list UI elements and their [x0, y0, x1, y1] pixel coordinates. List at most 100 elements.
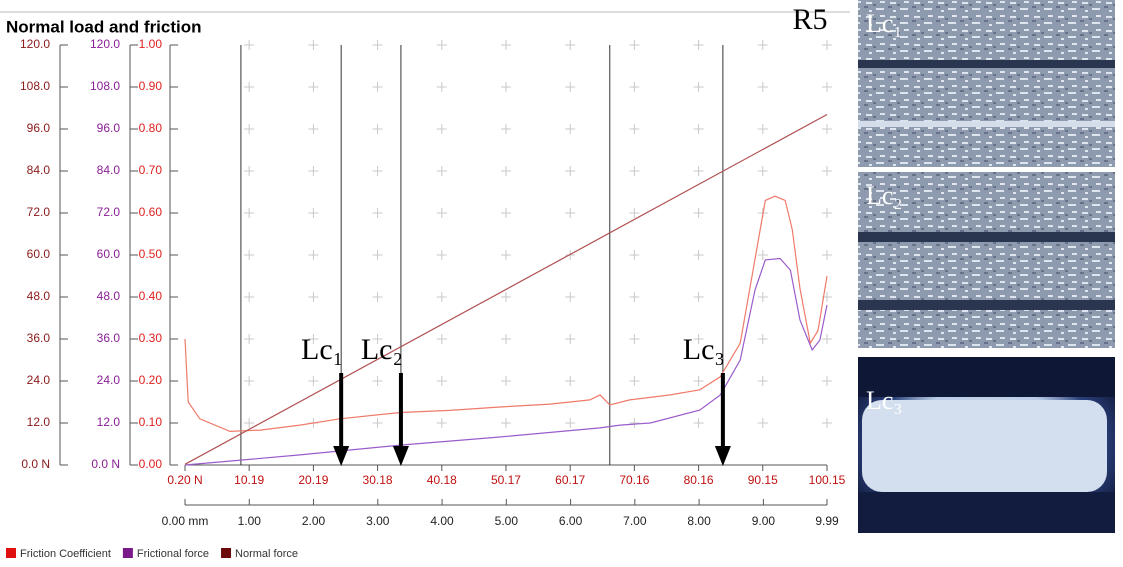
- grid-cross: [244, 292, 255, 302]
- scratch-track: [858, 232, 1115, 242]
- micrograph-1: [858, 0, 1115, 167]
- grid-cross: [565, 124, 576, 134]
- x-tick-label: 0.00 mm: [162, 514, 209, 528]
- grid-cross: [693, 292, 704, 302]
- y-tick-label: 0.60: [139, 205, 163, 219]
- scratch-track: [858, 121, 1115, 127]
- y-tick-label: 0.80: [139, 121, 163, 135]
- y-tick-label: 12.0: [27, 415, 51, 429]
- x2-tick-label: 20.19: [298, 473, 328, 487]
- grid-cross: [500, 208, 511, 218]
- x2-tick-label: 80.16: [684, 473, 714, 487]
- y-tick-label: 0.30: [139, 331, 163, 345]
- wear-track: [862, 400, 1107, 492]
- arrow-head: [714, 446, 731, 466]
- grid-cross: [436, 292, 447, 302]
- y-tick-label: 12.0: [97, 415, 121, 429]
- grid-cross: [565, 376, 576, 386]
- grid-cross: [629, 334, 640, 344]
- grid-cross: [693, 250, 704, 260]
- grid-cross: [629, 292, 640, 302]
- grid-cross: [757, 82, 768, 92]
- y-tick-label: 24.0: [27, 373, 51, 387]
- grid-cross: [822, 166, 832, 176]
- series-line: [184, 113, 828, 465]
- grid-cross: [308, 166, 319, 176]
- y-tick-label: 60.0: [97, 247, 121, 261]
- grid-cross: [565, 208, 576, 218]
- annotation-label: Lc₁: [301, 333, 343, 366]
- grid-cross: [693, 124, 704, 134]
- y-tick-label: 96.0: [27, 121, 51, 135]
- grid-cross: [822, 250, 832, 260]
- y-tick-label: 0.50: [139, 247, 163, 261]
- grid-cross: [244, 334, 255, 344]
- grid-cross: [822, 208, 832, 218]
- y-tick-label: 120.0: [20, 37, 50, 51]
- grid-cross: [822, 334, 832, 344]
- grid-cross: [372, 292, 383, 302]
- x2-tick-label: 70.16: [619, 473, 649, 487]
- grid-cross: [500, 250, 511, 260]
- sample-label: R5: [792, 3, 827, 36]
- grid-cross: [629, 40, 640, 50]
- x2-tick-label: 0.20 N: [167, 473, 202, 487]
- y-tick-label: 60.0: [27, 247, 51, 261]
- grid-cross: [436, 208, 447, 218]
- scratch-track: [858, 60, 1115, 68]
- grid-cross: [629, 250, 640, 260]
- y-tick-label: 84.0: [97, 163, 121, 177]
- legend-swatch: [221, 548, 232, 558]
- annotation-label: Lc₂: [361, 333, 403, 366]
- x2-tick-label: 50.17: [491, 473, 521, 487]
- grid-cross: [565, 166, 576, 176]
- x-tick-label: 6.00: [559, 514, 583, 528]
- dark-edge: [858, 492, 1115, 533]
- grid-cross: [244, 208, 255, 218]
- grid-cross: [244, 418, 255, 428]
- grid-cross: [500, 418, 511, 428]
- grid-cross: [693, 40, 704, 50]
- grid-cross: [693, 208, 704, 218]
- x-tick-label: 8.00: [687, 514, 711, 528]
- x-tick-label: 2.00: [302, 514, 326, 528]
- y-tick-label: 96.0: [97, 121, 121, 135]
- grid-cross: [500, 166, 511, 176]
- grid-cross: [693, 334, 704, 344]
- y-tick-label: 0.20: [139, 373, 163, 387]
- grid-cross: [629, 166, 640, 176]
- grid-cross: [757, 124, 768, 134]
- y-tick-label: 0.0 N: [21, 457, 50, 471]
- x2-tick-label: 10.19: [234, 473, 264, 487]
- y-tick-label: 84.0: [27, 163, 51, 177]
- image-label: Lc₂: [866, 181, 903, 210]
- y-tick-label: 0.10: [139, 415, 163, 429]
- y-tick-label: 0.70: [139, 163, 163, 177]
- x-tick-label: 9.00: [752, 514, 776, 528]
- grid-cross: [693, 418, 704, 428]
- grid-cross: [372, 208, 383, 218]
- grid-cross: [693, 82, 704, 92]
- grid-cross: [244, 376, 255, 386]
- legend-label: Frictional force: [137, 548, 209, 560]
- y-tick-label: 48.0: [97, 289, 121, 303]
- grid-cross: [372, 376, 383, 386]
- grid-cross: [629, 376, 640, 386]
- y-tick-label: 1.00: [139, 37, 163, 51]
- grid-cross: [308, 124, 319, 134]
- micrographs: [858, 0, 1115, 533]
- grid-cross: [436, 250, 447, 260]
- grid-cross: [757, 292, 768, 302]
- x2-tick-label: 100.15: [809, 473, 846, 487]
- y-tick-label: 72.0: [97, 205, 121, 219]
- legend-swatch: [122, 548, 133, 558]
- grid-cross: [244, 82, 255, 92]
- x2-tick-label: 30.18: [363, 473, 393, 487]
- grid-cross: [436, 376, 447, 386]
- x-tick-label: 5.00: [495, 514, 519, 528]
- image-label: Lc₃: [866, 386, 903, 415]
- grid-cross: [757, 418, 768, 428]
- grid-cross: [308, 40, 319, 50]
- grid-cross: [500, 40, 511, 50]
- grid-cross: [308, 250, 319, 260]
